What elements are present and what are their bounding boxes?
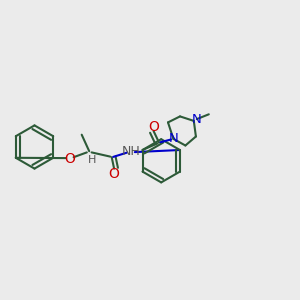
- Text: O: O: [148, 120, 159, 134]
- Text: NH: NH: [122, 145, 141, 158]
- Text: N: N: [169, 132, 179, 146]
- Text: N: N: [191, 113, 201, 126]
- Text: O: O: [64, 152, 75, 166]
- Text: H: H: [87, 155, 96, 165]
- Text: O: O: [109, 167, 119, 181]
